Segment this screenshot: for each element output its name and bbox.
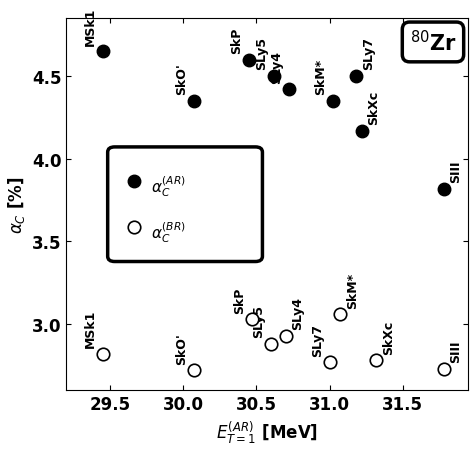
- Text: SkP: SkP: [230, 28, 243, 54]
- Y-axis label: $\alpha_C$ [%]: $\alpha_C$ [%]: [6, 176, 27, 234]
- Text: SLy5: SLy5: [255, 37, 268, 70]
- Text: SkXc: SkXc: [367, 91, 381, 125]
- Text: SIII: SIII: [449, 160, 463, 183]
- Text: SkO': SkO': [175, 332, 188, 364]
- Text: SkXc: SkXc: [382, 320, 395, 354]
- Text: SLy7: SLy7: [311, 323, 324, 356]
- Text: SkM*: SkM*: [314, 59, 327, 95]
- Text: SIII: SIII: [449, 340, 463, 362]
- Text: SLy4: SLy4: [270, 51, 283, 83]
- Text: SLy5: SLy5: [252, 305, 265, 338]
- Text: SkO': SkO': [175, 63, 188, 95]
- X-axis label: $E_{T=1}^{(AR)}$ [MeV]: $E_{T=1}^{(AR)}$ [MeV]: [217, 419, 319, 446]
- Text: MSk1: MSk1: [84, 309, 97, 347]
- Text: MSk1: MSk1: [84, 7, 97, 46]
- Text: SkP: SkP: [233, 286, 246, 313]
- Text: SLy7: SLy7: [362, 37, 375, 70]
- Text: $^{80}$Zr: $^{80}$Zr: [410, 30, 456, 55]
- Text: SkM*: SkM*: [346, 272, 359, 308]
- Text: SLy4: SLy4: [292, 296, 305, 329]
